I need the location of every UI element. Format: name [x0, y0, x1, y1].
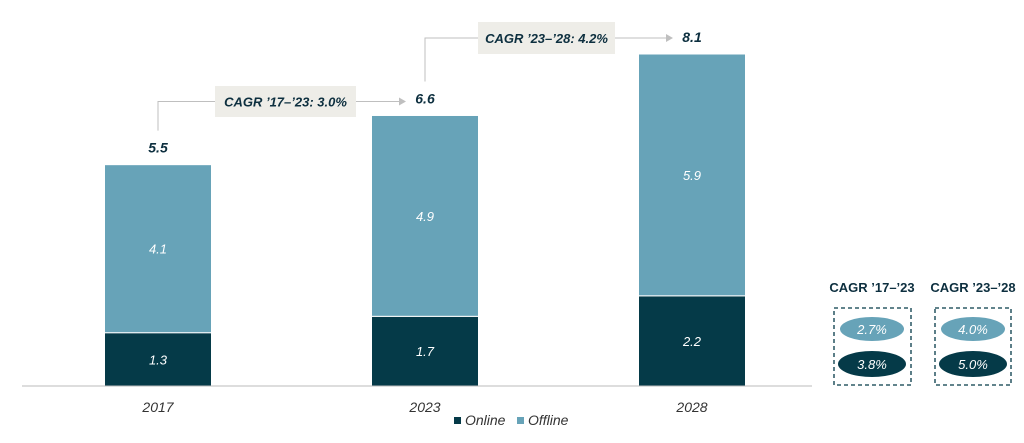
cagr-annotation-box-1 [215, 86, 356, 117]
side-pill-online-2 [939, 351, 1007, 377]
total-label-2028: 8.1 [682, 29, 702, 45]
side-pill-offline-text-2: 4.0% [958, 322, 988, 337]
cagr-connector-arrowhead-1 [399, 97, 406, 106]
bar-offline-2028 [638, 53, 746, 297]
x-tick-2017: 2017 [141, 399, 174, 415]
legend-swatch-online [454, 417, 461, 424]
side-pill-online-text-1: 3.8% [857, 357, 887, 372]
legend-swatch-offline [517, 417, 524, 424]
bar-online-2017 [104, 332, 212, 387]
x-tick-labels: 2017 2023 2028 [141, 399, 707, 415]
cagr-side-panels: CAGR ’17–’23 2.7% 3.8% CAGR ’23–’28 4.0% 5.0% [829, 280, 1016, 386]
cagr-annotations: CAGR ’17–’23: 3.0% CAGR ’23–’28: 4.2% [215, 22, 615, 117]
x-tick-2028: 2028 [675, 399, 707, 415]
side-panel-title-1: CAGR ’17–’23 [829, 280, 914, 295]
bar-label-offline-2028: 5.9 [683, 168, 701, 183]
side-pill-offline-2 [941, 317, 1005, 341]
cagr-annotation-text-1: CAGR ’17–’23: 3.0% [224, 95, 347, 110]
cagr-annotation-text-2: CAGR ’23–’28: 4.2% [485, 31, 608, 46]
cagr-annotation-box-2 [478, 22, 615, 54]
bar-offline-2023 [371, 114, 479, 317]
bar-offline-2017 [104, 164, 212, 334]
side-panel-frame-1 [833, 307, 912, 386]
x-tick-2023: 2023 [408, 399, 440, 415]
bar-label-offline-2017: 4.1 [149, 242, 167, 257]
legend-label-online: Online [465, 412, 506, 428]
side-pill-offline-text-1: 2.7% [856, 322, 887, 337]
total-label-2017: 5.5 [148, 140, 168, 156]
bars-group: 1.3 4.1 5.5 1.7 4.9 6.6 2.2 5.9 8.1 [104, 29, 746, 387]
side-panel-title-2: CAGR ’23–’28 [930, 280, 1015, 295]
side-pill-offline-1 [840, 317, 904, 341]
bar-online-2023 [371, 315, 479, 387]
bar-label-online-2028: 2.2 [682, 334, 702, 349]
side-pill-online-1 [838, 351, 906, 377]
bar-online-2028 [638, 295, 746, 387]
legend: Online Offline [454, 412, 569, 428]
cagr-connector-arrowhead-2 [666, 34, 673, 42]
total-label-2023: 6.6 [415, 90, 435, 106]
bar-label-online-2023: 1.7 [416, 344, 435, 359]
side-pill-online-text-2: 5.0% [958, 357, 988, 372]
legend-label-offline: Offline [528, 412, 569, 428]
bar-label-offline-2023: 4.9 [416, 209, 434, 224]
side-panel-frame-2 [934, 307, 1012, 386]
bar-label-online-2017: 1.3 [149, 352, 168, 367]
